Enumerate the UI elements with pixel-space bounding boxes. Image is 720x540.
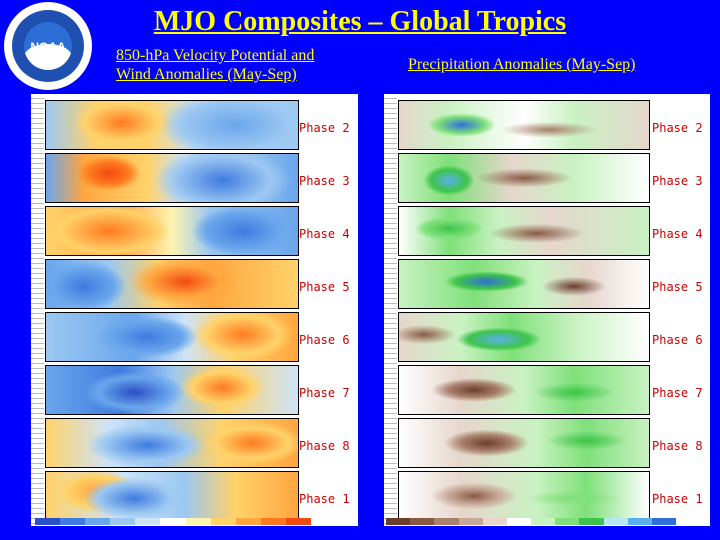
phase-map [398,312,650,362]
phase-label: Phase 2 [299,121,350,135]
phase-label: Phase 4 [299,227,350,241]
logo-inner: NOAA [24,22,72,70]
phase-map [398,471,650,521]
phase-map [398,418,650,468]
phase-label: Phase 6 [299,333,350,347]
phase-label: Phase 7 [652,386,703,400]
colorbar-swatch [285,518,312,525]
phase-label: Phase 3 [299,174,350,188]
phase-label: Phase 4 [652,227,703,241]
phase-label: Phase 6 [652,333,703,347]
phase-map [398,259,650,309]
phase-map [398,100,650,150]
phase-map [45,259,299,309]
logo-text: NOAA [30,40,66,54]
phase-map [45,100,299,150]
colorbar-swatch [235,518,261,525]
phase-label: Phase 7 [299,386,350,400]
phase-map [398,206,650,256]
phase-label: Phase 5 [652,280,703,294]
colorbar-swatch [110,518,136,525]
colorbar-swatch [60,518,86,525]
colorbar-swatch [458,518,483,525]
left-subtitle: 850-hPa Velocity Potential and Wind Anom… [116,46,314,84]
right-subtitle: Precipitation Anomalies (May-Sep) [408,56,636,73]
left-colorbar [35,518,312,525]
colorbar-swatch [434,518,459,525]
colorbar-swatch [160,518,186,525]
phase-map [45,312,299,362]
colorbar-swatch [482,518,507,525]
phase-label: Phase 1 [652,492,703,506]
colorbar-swatch [531,518,556,525]
phase-map [45,153,299,203]
page-title: MJO Composites – Global Tropics [153,6,567,37]
colorbar-swatch [210,518,236,525]
colorbar-swatch [185,518,211,525]
logo-bird-icon [24,44,72,70]
colorbar-swatch [135,518,161,525]
colorbar-swatch [85,518,111,525]
colorbar-swatch [386,518,411,525]
colorbar-swatch [555,518,580,525]
phase-map [45,365,299,415]
left-subtitle-line1: 850-hPa Velocity Potential and [116,47,315,64]
left-axis-ticks [31,94,44,526]
colorbar-swatch [506,518,532,525]
colorbar-swatch [651,518,677,525]
colorbar-swatch [410,518,435,525]
phase-label: Phase 8 [652,439,703,453]
phase-label: Phase 5 [299,280,350,294]
phase-map [45,418,299,468]
phase-map [45,471,299,521]
colorbar-swatch [579,518,604,525]
left-figure: Phase 2 Phase 3 Phase 4 Phase 5 Phase 6 Phase… [31,94,358,526]
colorbar-swatch [603,518,628,525]
phase-label: Phase 2 [652,121,703,135]
right-axis-ticks [384,94,397,526]
colorbar-swatch [260,518,286,525]
right-colorbar [386,518,677,525]
colorbar-swatch [627,518,652,525]
phase-map [398,153,650,203]
right-figure: Phase 2 Phase 3 Phase 4 Phase 5 Phase 6 Phase… [384,94,710,526]
left-subtitle-line2: Wind Anomalies (May-Sep) [116,66,297,83]
colorbar-swatch [35,518,61,525]
phase-map [398,365,650,415]
phase-map [45,206,299,256]
phase-label: Phase 1 [299,492,350,506]
phase-label: Phase 8 [299,439,350,453]
noaa-logo: NOAA [4,2,92,90]
phase-label: Phase 3 [652,174,703,188]
